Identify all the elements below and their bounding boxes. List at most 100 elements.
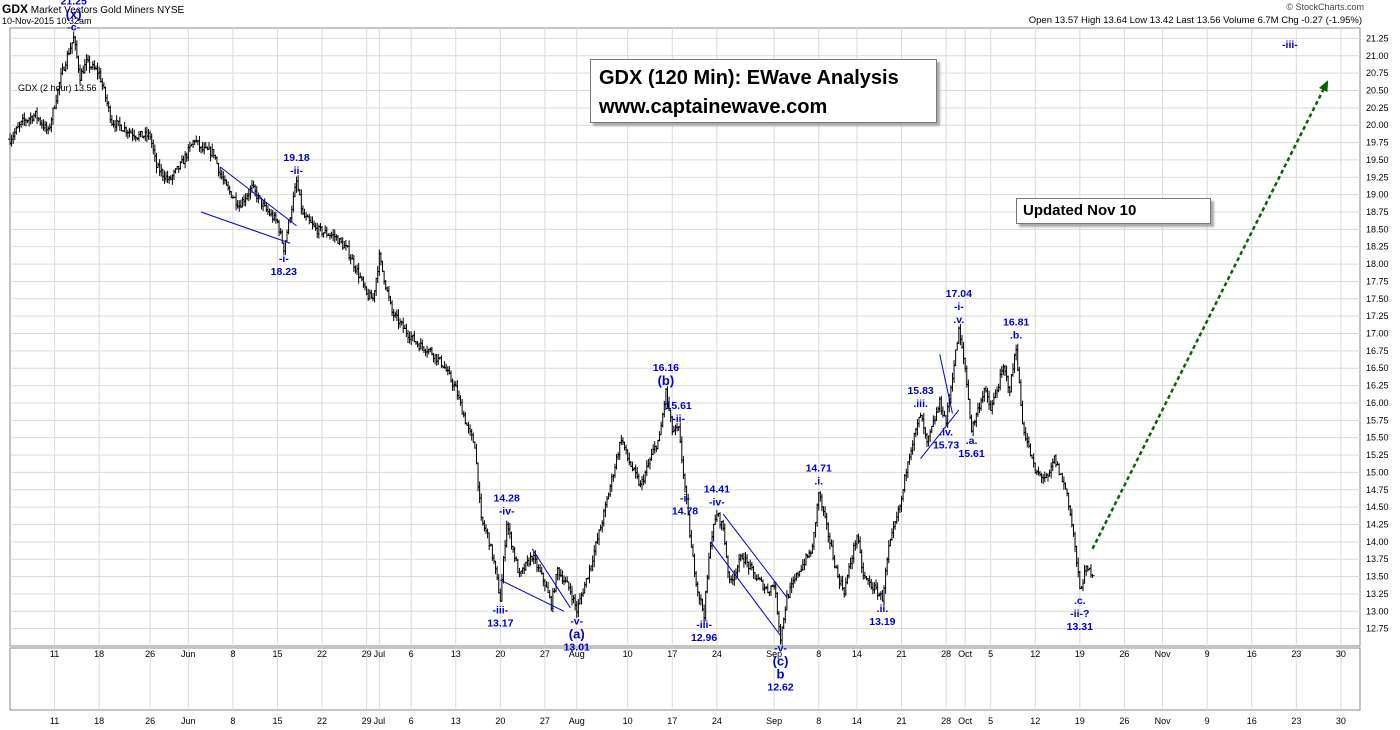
y-tick-label: 13.50	[1366, 572, 1389, 582]
x-tick-label: Jun	[181, 649, 196, 659]
wave-channel-line	[920, 409, 960, 459]
exchange: NYSE	[156, 5, 185, 16]
x-tick-label-bottom: 27	[540, 716, 550, 726]
wave-label: .a.	[966, 435, 978, 447]
wave-label: -iv-	[709, 496, 725, 508]
wave-label: -iii-	[492, 604, 508, 616]
x-tick-label: Aug	[569, 649, 585, 659]
y-tick-label: 13.25	[1366, 589, 1389, 599]
wave-label: (x)	[66, 6, 82, 21]
wave-label: 16.81	[1003, 317, 1029, 329]
x-tick-label: 12	[1030, 649, 1040, 659]
wave-label: .b.	[1010, 330, 1022, 342]
wave-label: 16.16	[653, 362, 679, 374]
wave-label: .c.	[1074, 595, 1086, 607]
wave-label: -v-	[774, 643, 787, 655]
x-tick-label-bottom: 6	[409, 716, 414, 726]
wave-label: -c-	[67, 21, 80, 33]
x-tick-label-bottom: Sep	[766, 716, 782, 726]
price-stats: Open 13.57 High 13.64 Low 13.42 Last 13.…	[1028, 15, 1362, 26]
x-tick-label: Sep	[766, 649, 782, 659]
wave-label: 15.61	[665, 400, 691, 412]
x-tick-label-bottom: 23	[1291, 716, 1301, 726]
wave-label: 14.71	[806, 463, 832, 475]
x-tick-label: Jul	[374, 649, 386, 659]
x-tick-label-bottom: 13	[451, 716, 461, 726]
wave-label: 18.23	[271, 266, 297, 278]
x-tick-label-bottom: Nov	[1155, 716, 1172, 726]
wave-channel-line	[531, 548, 571, 609]
y-tick-label: 15.75	[1366, 415, 1389, 425]
wave-channel-line	[219, 166, 297, 227]
y-tick-label: 21.25	[1366, 33, 1389, 43]
wave-label: (b)	[658, 373, 675, 388]
wave-label: -iv-	[499, 505, 515, 517]
x-tick-label-bottom: 16	[1247, 716, 1257, 726]
chart-datetime: 10-Nov-2015 10:32am	[2, 16, 92, 26]
y-tick-label: 17.00	[1366, 329, 1389, 339]
x-tick-label-bottom: 20	[495, 716, 505, 726]
y-tick-label: 18.50	[1366, 224, 1389, 234]
x-tick-label-bottom: 10	[623, 716, 633, 726]
y-tick-label: 15.00	[1366, 467, 1389, 477]
x-tick-label-bottom: 28	[941, 716, 951, 726]
wave-label: -iii-	[696, 619, 712, 631]
wave-label: 15.83	[907, 385, 933, 397]
x-tick-label-bottom: 9	[1205, 716, 1210, 726]
x-tick-label-bottom: Aug	[569, 716, 585, 726]
y-tick-label: 18.75	[1366, 207, 1389, 217]
brand-logo: © StockCharts.com	[1286, 2, 1364, 12]
wave-label: .ii.	[877, 603, 889, 615]
y-tick-label: 17.50	[1366, 294, 1389, 304]
analysis-website: www.captainewave.com	[599, 96, 828, 118]
wave-label: .i.	[814, 476, 823, 488]
x-tick-label: 28	[941, 649, 951, 659]
wave-label: -i-	[954, 301, 964, 313]
y-tick-label: 19.00	[1366, 190, 1389, 200]
x-tick-label: 30	[1336, 649, 1346, 659]
x-tick-label-bottom: 8	[230, 716, 235, 726]
wave-label: (c)	[773, 654, 789, 669]
y-tick-label: 18.25	[1366, 242, 1389, 252]
wave-label: 14.41	[704, 483, 730, 495]
wave-label: -ii-	[290, 165, 303, 177]
x-tick-label-bottom: 15	[272, 716, 282, 726]
x-tick-label-bottom: 19	[1075, 716, 1085, 726]
projection-arrow-line	[1091, 79, 1330, 550]
y-tick-label: 21.00	[1366, 51, 1389, 61]
lower-panel-frame	[9, 647, 1361, 711]
wave-label: b	[777, 667, 785, 682]
wave-channel-line	[200, 211, 291, 244]
security-name: Market Vectors Gold Miners	[30, 5, 155, 16]
analysis-title-box: GDX (120 Min): EWave Analysis www.captai…	[590, 59, 937, 123]
x-tick-label-bottom: 26	[1119, 716, 1129, 726]
x-tick-label-bottom: 12	[1030, 716, 1040, 726]
y-tick-label: 14.75	[1366, 485, 1389, 495]
y-tick-label: 16.75	[1366, 346, 1389, 356]
y-tick-label: 14.50	[1366, 502, 1389, 512]
y-tick-label: 16.25	[1366, 381, 1389, 391]
x-tick-label-bottom: 8	[816, 716, 821, 726]
x-tick-label: 23	[1291, 649, 1301, 659]
y-tick-label: 13.00	[1366, 606, 1389, 616]
y-tick-label: 13.75	[1366, 554, 1389, 564]
x-tick-label: 11	[50, 649, 59, 659]
y-tick-label: 19.50	[1366, 155, 1389, 165]
x-tick-label: 24	[712, 649, 722, 659]
wave-label: 13.01	[564, 642, 590, 654]
x-tick-label: 18	[94, 649, 104, 659]
wave-label: 15.73	[933, 440, 959, 452]
x-tick-label: 22	[317, 649, 327, 659]
x-tick-label: 29	[362, 649, 372, 659]
x-tick-label: 20	[495, 649, 505, 659]
wave-label: .iv.	[939, 427, 953, 439]
x-tick-label: 13	[451, 649, 461, 659]
y-tick-label: 20.50	[1366, 85, 1389, 95]
wave-label: .v.	[953, 314, 964, 326]
y-tick-label: 12.75	[1366, 624, 1389, 634]
wave-label: -iii-	[1282, 39, 1298, 51]
x-tick-label-bottom: 29	[362, 716, 372, 726]
x-tick-label: 17	[667, 649, 677, 659]
plot-frame	[9, 27, 1361, 647]
